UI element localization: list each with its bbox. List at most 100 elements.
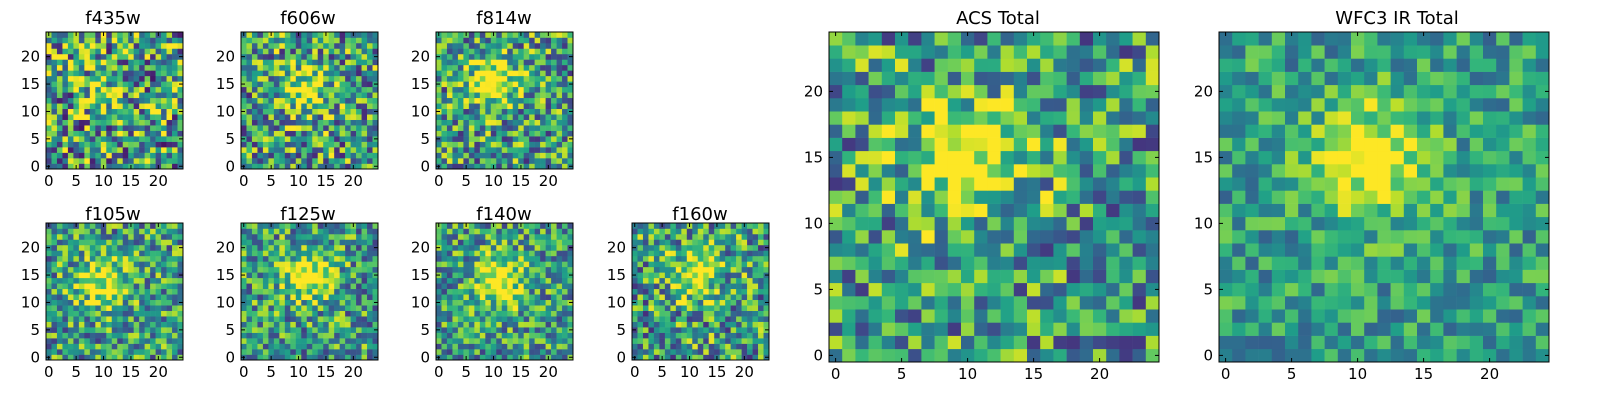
heatmap-cell	[345, 130, 351, 137]
heatmap-cell	[372, 261, 379, 268]
heatmap-cell	[523, 283, 530, 290]
heatmap-cell	[485, 92, 492, 99]
heatmap-cell	[855, 177, 869, 191]
heatmap-cell	[372, 332, 379, 339]
heatmap-cell	[306, 266, 313, 273]
heatmap-cell	[868, 177, 883, 191]
heatmap-cell	[350, 338, 357, 344]
heatmap-cell	[659, 244, 666, 251]
heatmap-cell	[251, 130, 258, 137]
heatmap-cell	[468, 277, 475, 284]
heatmap-cell	[1013, 230, 1028, 244]
heatmap-cell	[446, 92, 453, 99]
heatmap-cell	[675, 288, 682, 295]
heatmap-cell	[490, 92, 497, 99]
heatmap-cell	[545, 114, 552, 120]
heatmap-cell	[648, 338, 655, 344]
heatmap-cell	[128, 147, 134, 153]
heatmap-cell	[312, 332, 319, 339]
heatmap-cell	[1079, 282, 1094, 297]
heatmap-cell	[345, 108, 351, 115]
heatmap-cell	[317, 103, 324, 110]
heatmap-cell	[345, 114, 351, 120]
heatmap-cell	[1040, 216, 1054, 231]
heatmap-cell	[150, 158, 156, 164]
heatmap-cell	[708, 261, 715, 268]
heatmap-cell	[241, 147, 247, 153]
heatmap-cell	[1027, 335, 1041, 350]
y-tick-label: 20	[216, 48, 235, 66]
heatmap-cell	[89, 266, 96, 273]
heatmap-cell	[128, 108, 134, 115]
heatmap-cell	[62, 321, 69, 328]
heatmap-cell	[452, 81, 459, 88]
heatmap-cell	[268, 114, 275, 120]
heatmap-cell	[747, 354, 753, 361]
heatmap-cell	[166, 59, 173, 66]
heatmap-cell	[95, 255, 102, 262]
heatmap-cell	[62, 327, 69, 333]
heatmap-cell	[1079, 190, 1094, 204]
heatmap-cell	[84, 147, 91, 153]
heatmap-cell	[686, 316, 693, 322]
heatmap-cell	[111, 327, 118, 333]
heatmap-cell	[501, 125, 508, 131]
y-tick-label: 20	[411, 48, 430, 66]
heatmap-cell	[637, 272, 644, 279]
heatmap-cell	[301, 283, 308, 290]
heatmap-cell	[166, 108, 173, 115]
heatmap-cell	[122, 223, 129, 229]
heatmap-cell	[895, 256, 909, 270]
heatmap-cell	[279, 250, 286, 257]
heatmap-cell	[501, 299, 508, 306]
heatmap-cell	[659, 239, 666, 246]
heatmap-cell	[545, 42, 552, 49]
heatmap-cell	[361, 255, 368, 262]
heatmap-cell	[556, 244, 563, 251]
heatmap-cell	[106, 239, 113, 246]
heatmap-cell	[306, 163, 313, 170]
heatmap-cell	[312, 250, 319, 257]
heatmap-cell	[855, 230, 869, 244]
heatmap-cell	[89, 223, 96, 229]
heatmap-cell	[78, 277, 85, 284]
heatmap-cell	[463, 255, 470, 262]
heatmap-cell	[1066, 243, 1081, 257]
heatmap-cell	[1053, 335, 1067, 350]
heatmap-cell	[133, 97, 140, 104]
heatmap-cell	[273, 42, 280, 49]
heatmap-cell	[562, 277, 568, 284]
heatmap-cell	[562, 114, 568, 120]
x-tick-label: 10	[484, 172, 503, 190]
heatmap-cell	[172, 250, 178, 257]
heatmap-cell	[279, 130, 286, 137]
heatmap-cell	[518, 283, 524, 290]
heatmap-cell	[177, 266, 184, 273]
heatmap-cell	[752, 272, 759, 279]
heatmap-cell	[334, 70, 340, 77]
heatmap-cell	[479, 250, 486, 257]
heatmap-cell	[144, 70, 151, 77]
heatmap-cell	[328, 32, 335, 38]
heatmap-cell	[133, 327, 140, 333]
heatmap-cell	[457, 97, 464, 104]
heatmap-cell	[172, 338, 178, 344]
heatmap-cell	[122, 321, 129, 328]
heatmap-cell	[67, 299, 74, 306]
heatmap-cell	[312, 130, 319, 137]
heatmap-cell	[339, 277, 346, 284]
x-tick-label: 0	[434, 363, 444, 381]
heatmap-cell	[106, 130, 113, 137]
heatmap-cell	[730, 233, 737, 240]
heatmap-cell	[328, 294, 335, 301]
heatmap-cell	[485, 310, 492, 317]
heatmap-cell	[51, 114, 58, 120]
heatmap-cell	[117, 266, 124, 273]
heatmap-cell	[653, 272, 660, 279]
heatmap-cell	[339, 64, 346, 71]
heatmap-cell	[752, 294, 759, 301]
heatmap-cell	[479, 59, 486, 66]
heatmap-cell	[551, 277, 557, 284]
heatmap-cell	[670, 354, 677, 361]
